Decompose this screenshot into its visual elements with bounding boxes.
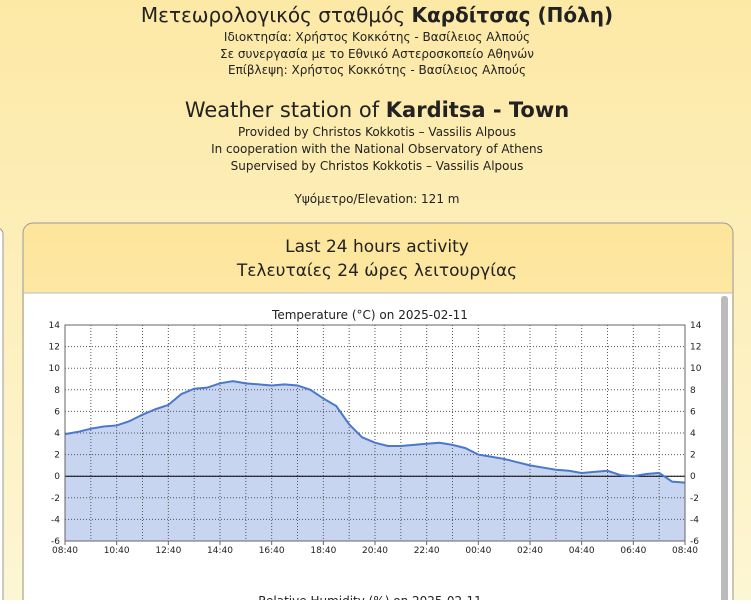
title-bold: Καρδίτσας (Πόλη) bbox=[411, 3, 613, 27]
x-tick-label: 18:40 bbox=[310, 546, 336, 556]
y2-tick-label: 2 bbox=[690, 451, 696, 461]
y2-tick-label: 8 bbox=[690, 386, 696, 396]
y-tick-label: 6 bbox=[54, 407, 60, 417]
elevation: Υψόμετρο/Elevation: 121 m bbox=[294, 192, 460, 206]
title-bold: Karditsa - Town bbox=[386, 98, 569, 122]
y2-tick-label: 0 bbox=[690, 472, 696, 482]
y2-tick-label: 12 bbox=[690, 343, 701, 353]
panel-title: Last 24 hours activity bbox=[285, 237, 469, 257]
y-tick-label: -6 bbox=[51, 537, 60, 547]
x-tick-label: 20:40 bbox=[362, 546, 388, 556]
panel-title: Τελευταίες 24 ώρες λειτουργίας bbox=[236, 261, 517, 281]
x-tick-label: 04:40 bbox=[569, 546, 595, 556]
side-panel bbox=[0, 228, 4, 604]
line bbox=[64, 380, 686, 484]
y-tick-label: 8 bbox=[54, 386, 60, 396]
x-tick-label: 00:40 bbox=[465, 546, 491, 556]
y-tick-label: -2 bbox=[51, 494, 60, 504]
y2-tick-label: 14 bbox=[690, 321, 702, 331]
y-tick-label: 2 bbox=[54, 451, 60, 461]
y-tick-label: -4 bbox=[51, 515, 60, 525]
x-tick-label: 10:40 bbox=[104, 546, 130, 556]
y2-tick-label: -2 bbox=[690, 494, 699, 504]
chart-title: Relative Humidity (%) on 2025-02-11 bbox=[258, 594, 482, 600]
y-tick-label: 12 bbox=[49, 343, 60, 353]
x-tick-label: 22:40 bbox=[414, 546, 440, 556]
y-tick-label: 14 bbox=[49, 321, 61, 331]
x-tick-label: 06:40 bbox=[620, 546, 646, 556]
line: Ιδιοκτησία: Χρήστος Κοκκότης - Βασίλειος… bbox=[224, 30, 530, 44]
y-tick-label: 10 bbox=[49, 364, 61, 374]
x-tick-label: 08:40 bbox=[52, 546, 78, 556]
y2-tick-label: 10 bbox=[690, 364, 702, 374]
title-gr: Μετεωρολογικός σταθμός Καρδίτσας (Πόλη) bbox=[141, 3, 613, 27]
x-tick-label: 02:40 bbox=[517, 546, 543, 556]
line: Επίβλεψη: Χρήστος Κοκκότης - Βασίλειος Α… bbox=[228, 63, 526, 77]
x-tick-label: 12:40 bbox=[155, 546, 181, 556]
y2-tick-label: 4 bbox=[690, 429, 696, 439]
line: Supervised by Christos Kokkotis – Vassil… bbox=[231, 159, 524, 173]
x-tick-label: 16:40 bbox=[259, 546, 285, 556]
y-tick-label: 4 bbox=[54, 429, 60, 439]
title-prefix: Weather station of bbox=[185, 98, 380, 122]
line: Provided by Christos Kokkotis – Vassilis… bbox=[238, 125, 516, 139]
line: Σε συνεργασία με το Εθνικό Αστεροσκοπείο… bbox=[220, 47, 534, 61]
chart-title: Temperature (°C) on 2025-02-11 bbox=[271, 308, 468, 322]
x-tick-label: 14:40 bbox=[207, 546, 233, 556]
scrollbar[interactable] bbox=[721, 296, 728, 604]
x-tick-label: 08:40 bbox=[672, 546, 698, 556]
y2-tick-label: 6 bbox=[690, 407, 696, 417]
title-prefix: Μετεωρολογικός σταθμός bbox=[141, 3, 405, 27]
line: In cooperation with the National Observa… bbox=[211, 142, 543, 156]
title-en: Weather station of Karditsa - Town bbox=[185, 98, 569, 122]
y2-tick-label: -4 bbox=[690, 515, 699, 525]
y-tick-label: 0 bbox=[54, 472, 60, 482]
y2-tick-label: -6 bbox=[690, 537, 699, 547]
